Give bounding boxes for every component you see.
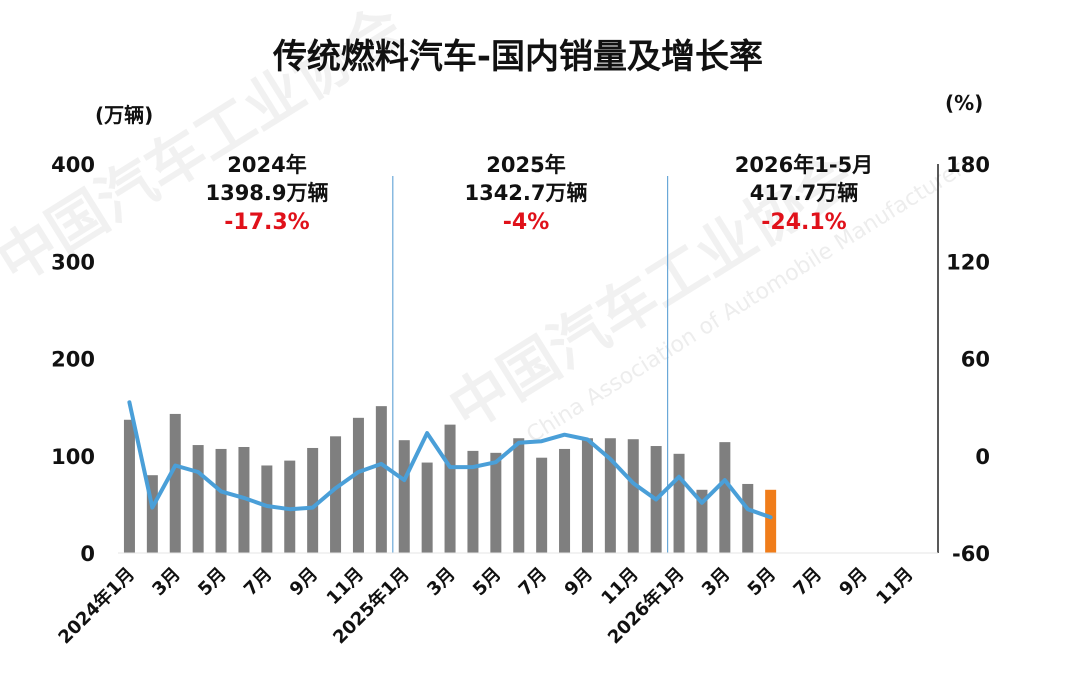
- sales-bar: [215, 448, 227, 553]
- sales-bar: [307, 447, 319, 553]
- annotation-total: 1398.9万辆: [205, 181, 328, 205]
- sales-bar: [581, 438, 593, 553]
- sales-bar: [146, 475, 158, 553]
- sales-bar: [696, 489, 708, 553]
- annotation-growth: -4%: [503, 210, 549, 235]
- x-tick-label: 3月: [148, 564, 184, 600]
- period-annotations: 2024年 1398.9万辆 -17.3% 2025年 1342.7万辆 -4% 2026年…: [205, 153, 873, 235]
- sales-bar: [398, 440, 410, 553]
- sales-bar: [330, 436, 342, 553]
- left-tick-label: 300: [51, 250, 95, 274]
- sales-bar: [513, 438, 525, 553]
- sales-bar: [375, 406, 387, 553]
- sales-bar: [627, 439, 639, 553]
- x-tick-label: 3月: [698, 564, 734, 600]
- growth-series-line: [127, 400, 773, 520]
- right-tick-label: 180: [946, 153, 990, 177]
- sales-bar: [192, 445, 204, 553]
- x-tick-label: 11月: [872, 564, 917, 609]
- annotation-total: 1342.7万辆: [464, 181, 587, 205]
- right-axis-unit: (%): [945, 91, 983, 115]
- sales-bar-highlight: [765, 489, 777, 553]
- x-tick-label: 7月: [240, 564, 276, 600]
- chart-title: 传统燃料汽车-国内销量及增长率: [272, 37, 763, 77]
- x-tick-label: 7月: [515, 564, 551, 600]
- sales-bar: [421, 462, 433, 553]
- x-tick-label: 5月: [194, 564, 230, 600]
- sales-bar: [123, 419, 135, 553]
- left-tick-label: 100: [51, 445, 95, 469]
- sales-bar: [261, 465, 273, 553]
- sales-bar: [352, 417, 364, 553]
- annotation-period: 2025年: [486, 153, 565, 177]
- annotation-total: 417.7万辆: [750, 181, 858, 205]
- x-tick-label: 3月: [423, 564, 459, 600]
- left-axis-ticks: 0 100 200 300 400: [51, 153, 95, 566]
- x-tick-label: 5月: [744, 564, 780, 600]
- x-tick-label: 5月: [469, 564, 505, 600]
- left-axis-unit: (万辆): [95, 103, 153, 127]
- x-tick-label: 2024年1月: [54, 563, 139, 648]
- sales-bar: [169, 413, 181, 553]
- annotation-period: 2026年1-5月: [735, 153, 873, 177]
- left-tick-label: 200: [51, 348, 95, 372]
- right-tick-label: 0: [975, 445, 990, 469]
- x-tick-label: 9月: [835, 564, 871, 600]
- right-tick-label: 60: [961, 348, 990, 372]
- sales-bar: [559, 448, 571, 553]
- sales-bar: [284, 460, 296, 553]
- sales-bar: [742, 483, 754, 553]
- sales-bar: [673, 453, 685, 553]
- right-tick-label: -60: [952, 542, 990, 566]
- sales-bar: [604, 438, 616, 553]
- right-axis-ticks: -60 0 60 120 180: [946, 153, 990, 566]
- annotation-growth: -24.1%: [761, 210, 846, 235]
- x-tick-label: 9月: [561, 564, 597, 600]
- annotation-period: 2024年: [227, 153, 306, 177]
- sales-bar: [444, 424, 456, 553]
- sales-bar: [536, 457, 548, 553]
- x-tick-label: 7月: [790, 564, 826, 600]
- annotation-growth: -17.3%: [224, 210, 309, 235]
- left-tick-label: 0: [80, 542, 95, 566]
- sales-bar: [467, 450, 479, 553]
- right-tick-label: 120: [946, 250, 990, 274]
- growth-line: [127, 400, 773, 520]
- sales-bar: [719, 442, 731, 553]
- sales-bar: [490, 452, 502, 553]
- x-tick-label: 9月: [286, 564, 322, 600]
- left-tick-label: 400: [51, 153, 95, 177]
